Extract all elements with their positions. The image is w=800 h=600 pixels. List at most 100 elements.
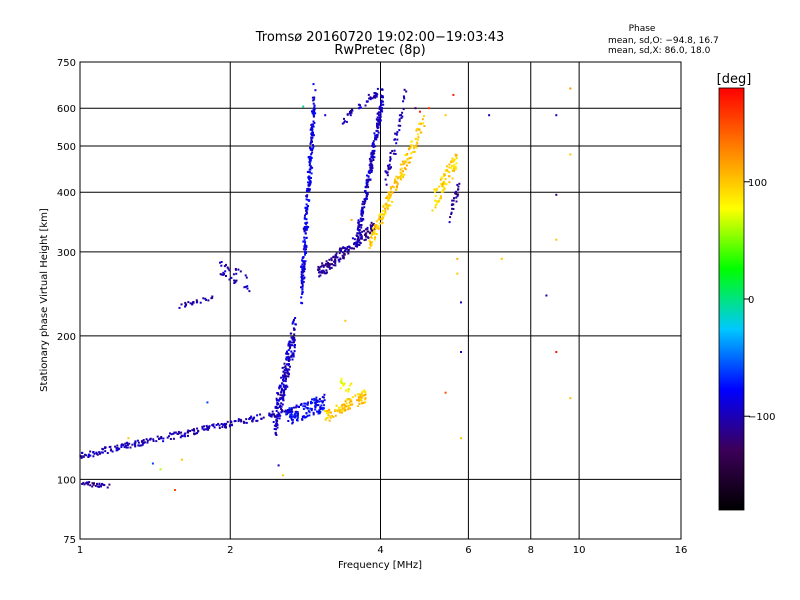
colorbar: [deg] 100 0 −100	[717, 72, 775, 511]
data-point	[366, 100, 369, 103]
data-point	[151, 462, 154, 465]
data-point	[313, 110, 316, 113]
data-point	[305, 195, 308, 198]
data-point	[319, 274, 322, 277]
data-point	[357, 227, 360, 229]
data-point	[187, 301, 190, 304]
data-point	[300, 271, 303, 273]
data-point	[281, 410, 284, 413]
data-point	[278, 397, 281, 400]
data-point	[94, 484, 97, 487]
data-point	[380, 102, 382, 104]
data-point	[312, 112, 315, 115]
data-point	[283, 372, 286, 375]
data-point	[291, 418, 294, 421]
data-point	[387, 191, 390, 194]
data-point	[363, 239, 366, 242]
data-point	[282, 392, 285, 395]
colorbar-tick-label: −100	[748, 412, 775, 423]
data-point	[305, 222, 307, 225]
data-point	[320, 400, 323, 403]
data-point	[410, 152, 413, 155]
data-point	[372, 159, 375, 161]
data-point	[194, 432, 197, 435]
data-point	[279, 414, 282, 417]
data-point	[393, 149, 396, 152]
data-point	[294, 323, 297, 326]
data-point	[237, 420, 240, 423]
data-point	[389, 196, 392, 199]
data-point	[361, 401, 364, 404]
data-point	[359, 106, 362, 109]
data-point	[368, 232, 371, 235]
data-point	[303, 261, 306, 264]
data-point	[89, 484, 92, 487]
data-point	[460, 437, 462, 440]
data-point	[101, 482, 104, 485]
data-point	[314, 408, 317, 411]
data-point	[341, 407, 344, 410]
data-point	[312, 83, 315, 86]
data-point	[375, 94, 378, 97]
data-point	[303, 260, 306, 263]
data-point	[292, 352, 295, 355]
data-point	[386, 204, 389, 207]
data-point	[545, 294, 548, 297]
data-point	[334, 262, 337, 265]
data-point	[141, 440, 144, 443]
data-point	[206, 401, 209, 404]
data-point	[456, 257, 459, 260]
data-point	[292, 341, 295, 343]
data-point	[385, 197, 388, 199]
data-point	[343, 247, 346, 249]
data-point	[224, 426, 227, 429]
data-point	[307, 401, 310, 404]
data-point	[387, 168, 390, 171]
data-point	[367, 93, 370, 96]
data-point	[305, 412, 308, 415]
data-point	[357, 232, 360, 235]
data-point	[313, 96, 316, 99]
data-point	[314, 403, 317, 406]
data-point	[399, 163, 402, 166]
data-point	[285, 358, 288, 361]
data-point	[99, 484, 102, 487]
data-point	[233, 420, 236, 423]
data-point	[335, 252, 338, 255]
data-point	[302, 405, 305, 408]
data-point	[275, 425, 277, 428]
data-point	[361, 200, 364, 203]
y-axis-label: Stationary phase Virtual Height [km]	[39, 208, 50, 392]
data-point	[286, 370, 289, 373]
data-point	[280, 389, 283, 392]
data-point	[435, 200, 438, 203]
data-point	[318, 398, 321, 401]
data-point	[304, 250, 307, 253]
data-point	[245, 421, 248, 424]
data-point	[406, 152, 409, 155]
data-point	[358, 244, 361, 246]
data-point	[276, 401, 279, 404]
data-point	[438, 199, 441, 202]
data-point	[378, 116, 381, 119]
data-point	[303, 402, 306, 405]
data-point	[360, 212, 363, 214]
data-point	[220, 273, 223, 276]
data-point	[349, 404, 352, 406]
data-point	[395, 180, 398, 183]
data-point	[301, 271, 304, 274]
data-point	[364, 397, 367, 400]
data-point	[381, 209, 384, 212]
data-point	[262, 416, 265, 419]
data-point	[444, 182, 447, 185]
data-point	[371, 153, 374, 156]
data-point	[129, 446, 132, 449]
data-point	[340, 405, 343, 408]
data-point	[325, 269, 328, 272]
data-point	[444, 169, 447, 172]
data-point	[178, 432, 181, 435]
data-point	[239, 418, 242, 421]
data-point	[301, 278, 304, 281]
data-point	[380, 110, 383, 113]
data-point	[309, 142, 312, 145]
